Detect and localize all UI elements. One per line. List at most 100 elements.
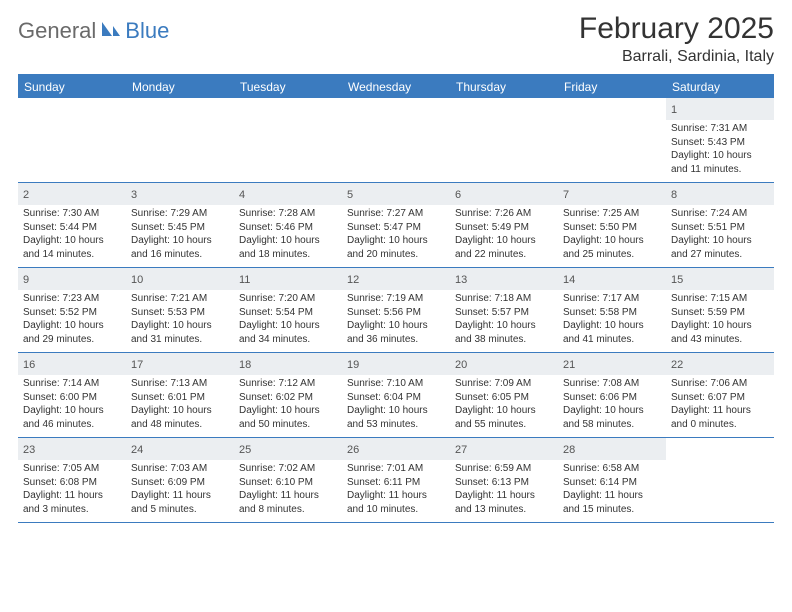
day-cell: 5 Sunrise: 7:27 AMSunset: 5:47 PMDaylight… — [342, 183, 450, 267]
day-number: 3 — [131, 189, 137, 201]
day-number-row: 4 — [234, 183, 342, 205]
day-cell: 20Sunrise: 7:09 AMSunset: 6:05 PMDayligh… — [450, 353, 558, 437]
day-number-row: 1 — [666, 98, 774, 120]
day-number-row: 9 — [18, 268, 126, 290]
day-number-row: 27 — [450, 438, 558, 460]
day-cell: 9 Sunrise: 7:23 AMSunset: 5:52 PMDaylight… — [18, 268, 126, 352]
empty-cell — [558, 98, 666, 182]
day-number: 18 — [239, 359, 251, 371]
day-number-row: 16 — [18, 353, 126, 375]
day-number: 15 — [671, 274, 683, 286]
day-info: Sunrise: 7:26 AMSunset: 5:49 PMDaylight:… — [455, 207, 553, 261]
day-cell: 27 Sunrise: 6:59 AMSunset: 6:13 PMDayligh… — [450, 438, 558, 522]
day-info: Sunrise: 7:18 AMSunset: 5:57 PMDaylight:… — [455, 292, 553, 346]
day-info: Sunrise: 7:09 AMSunset: 6:05 PMDaylight:… — [455, 377, 553, 431]
day-info: Sunrise: 7:06 AMSunset: 6:07 PMDaylight:… — [671, 377, 769, 431]
week-row: 23 Sunrise: 7:05 AMSunset: 6:08 PMDayligh… — [18, 438, 774, 523]
day-info: Sunrise: 7:27 AMSunset: 5:47 PMDaylight:… — [347, 207, 445, 261]
day-number: 23 — [23, 444, 35, 456]
weekday-label: Sunday — [18, 76, 126, 98]
month-title: February 2025 — [579, 12, 774, 46]
day-number: 17 — [131, 359, 143, 371]
day-number: 4 — [239, 189, 245, 201]
day-cell: 17 Sunrise: 7:13 AMSunset: 6:01 PMDayligh… — [126, 353, 234, 437]
day-number-row: 21 — [558, 353, 666, 375]
day-number: 8 — [671, 189, 677, 201]
day-number: 14 — [563, 274, 575, 286]
day-number-row: 24 — [126, 438, 234, 460]
day-info: Sunrise: 7:01 AMSunset: 6:11 PMDaylight:… — [347, 462, 445, 516]
day-info: Sunrise: 7:13 AMSunset: 6:01 PMDaylight:… — [131, 377, 229, 431]
day-cell: 1Sunrise: 7:31 AMSunset: 5:43 PMDaylight… — [666, 98, 774, 182]
day-number-row: 23 — [18, 438, 126, 460]
day-number-row: 5 — [342, 183, 450, 205]
day-info: Sunrise: 6:59 AMSunset: 6:13 PMDaylight:… — [455, 462, 553, 516]
day-number-row: 25 — [234, 438, 342, 460]
day-cell: 16Sunrise: 7:14 AMSunset: 6:00 PMDayligh… — [18, 353, 126, 437]
day-number-row: 14 — [558, 268, 666, 290]
day-number-row: 8 — [666, 183, 774, 205]
header: General Blue February 2025 Barrali, Sard… — [18, 12, 774, 66]
logo-text-general: General — [18, 18, 96, 44]
day-info: Sunrise: 7:29 AMSunset: 5:45 PMDaylight:… — [131, 207, 229, 261]
day-number: 25 — [239, 444, 251, 456]
day-info: Sunrise: 7:24 AMSunset: 5:51 PMDaylight:… — [671, 207, 769, 261]
day-number-row: 17 — [126, 353, 234, 375]
day-cell: 12Sunrise: 7:19 AMSunset: 5:56 PMDayligh… — [342, 268, 450, 352]
day-number-row: 19 — [342, 353, 450, 375]
day-number-row: 2 — [18, 183, 126, 205]
weekday-label: Wednesday — [342, 76, 450, 98]
day-info: Sunrise: 7:02 AMSunset: 6:10 PMDaylight:… — [239, 462, 337, 516]
day-number: 7 — [563, 189, 569, 201]
day-number: 6 — [455, 189, 461, 201]
day-number-row: 12 — [342, 268, 450, 290]
day-number-row: 28 — [558, 438, 666, 460]
day-info: Sunrise: 6:58 AMSunset: 6:14 PMDaylight:… — [563, 462, 661, 516]
day-info: Sunrise: 7:25 AMSunset: 5:50 PMDaylight:… — [563, 207, 661, 261]
empty-cell — [126, 98, 234, 182]
empty-cell — [666, 438, 774, 522]
week-row: 1Sunrise: 7:31 AMSunset: 5:43 PMDaylight… — [18, 98, 774, 183]
weekday-label: Friday — [558, 76, 666, 98]
day-number: 27 — [455, 444, 467, 456]
day-cell: 11Sunrise: 7:20 AMSunset: 5:54 PMDayligh… — [234, 268, 342, 352]
day-info: Sunrise: 7:28 AMSunset: 5:46 PMDaylight:… — [239, 207, 337, 261]
day-info: Sunrise: 7:30 AMSunset: 5:44 PMDaylight:… — [23, 207, 121, 261]
day-cell: 8 Sunrise: 7:24 AMSunset: 5:51 PMDaylight… — [666, 183, 774, 267]
day-cell: 19Sunrise: 7:10 AMSunset: 6:04 PMDayligh… — [342, 353, 450, 437]
day-info: Sunrise: 7:08 AMSunset: 6:06 PMDaylight:… — [563, 377, 661, 431]
day-cell: 23 Sunrise: 7:05 AMSunset: 6:08 PMDayligh… — [18, 438, 126, 522]
weekday-header: SundayMondayTuesdayWednesdayThursdayFrid… — [18, 76, 774, 98]
day-number-row: 22 — [666, 353, 774, 375]
day-cell: 28Sunrise: 6:58 AMSunset: 6:14 PMDayligh… — [558, 438, 666, 522]
day-info: Sunrise: 7:17 AMSunset: 5:58 PMDaylight:… — [563, 292, 661, 346]
day-number: 9 — [23, 274, 29, 286]
day-cell: 24Sunrise: 7:03 AMSunset: 6:09 PMDayligh… — [126, 438, 234, 522]
day-info: Sunrise: 7:10 AMSunset: 6:04 PMDaylight:… — [347, 377, 445, 431]
day-number-row: 11 — [234, 268, 342, 290]
day-info: Sunrise: 7:19 AMSunset: 5:56 PMDaylight:… — [347, 292, 445, 346]
calendar: SundayMondayTuesdayWednesdayThursdayFrid… — [18, 74, 774, 523]
logo: General Blue — [18, 18, 169, 44]
day-info: Sunrise: 7:23 AMSunset: 5:52 PMDaylight:… — [23, 292, 121, 346]
day-info: Sunrise: 7:12 AMSunset: 6:02 PMDaylight:… — [239, 377, 337, 431]
weekday-label: Monday — [126, 76, 234, 98]
day-cell: 2Sunrise: 7:30 AMSunset: 5:44 PMDaylight… — [18, 183, 126, 267]
day-number: 11 — [239, 274, 250, 286]
day-cell: 22 Sunrise: 7:06 AMSunset: 6:07 PMDayligh… — [666, 353, 774, 437]
empty-cell — [450, 98, 558, 182]
day-info: Sunrise: 7:05 AMSunset: 6:08 PMDaylight:… — [23, 462, 121, 516]
day-number: 24 — [131, 444, 143, 456]
day-number: 13 — [455, 274, 467, 286]
day-number-row: 6 — [450, 183, 558, 205]
weekday-label: Saturday — [666, 76, 774, 98]
day-number: 5 — [347, 189, 353, 201]
day-info: Sunrise: 7:21 AMSunset: 5:53 PMDaylight:… — [131, 292, 229, 346]
week-row: 16Sunrise: 7:14 AMSunset: 6:00 PMDayligh… — [18, 353, 774, 438]
day-number-row: 18 — [234, 353, 342, 375]
empty-cell — [342, 98, 450, 182]
day-cell: 15Sunrise: 7:15 AMSunset: 5:59 PMDayligh… — [666, 268, 774, 352]
day-number: 22 — [671, 359, 683, 371]
logo-text-blue: Blue — [125, 18, 169, 44]
day-cell: 26Sunrise: 7:01 AMSunset: 6:11 PMDayligh… — [342, 438, 450, 522]
